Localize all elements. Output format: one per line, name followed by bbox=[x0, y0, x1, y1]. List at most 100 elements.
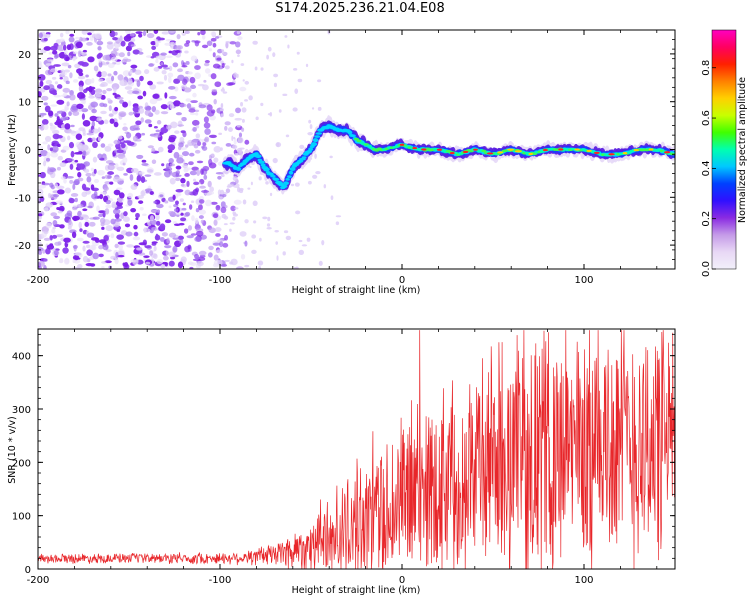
spectrogram-noise-speckle bbox=[269, 192, 273, 197]
spectrogram-noise-speckle bbox=[218, 132, 223, 136]
spectrogram-noise-speckle bbox=[192, 178, 197, 182]
spectrogram-noise-speckle bbox=[126, 141, 135, 146]
spectrogram-noise-speckle bbox=[90, 237, 99, 241]
spectrogram-noise-speckle bbox=[66, 44, 72, 51]
spectrogram-noise-speckle bbox=[86, 244, 91, 249]
colorbar-tick-label: 0.4 bbox=[701, 160, 712, 176]
snr-y-tick-label: 200 bbox=[12, 458, 31, 469]
spectrogram-noise-speckle bbox=[225, 41, 229, 49]
spectrogram-noise-speckle bbox=[62, 44, 67, 51]
spectrogram-noise-speckle bbox=[135, 258, 139, 263]
spectrogram-noise-speckle bbox=[197, 32, 201, 36]
spectrogram-noise-speckle bbox=[90, 101, 99, 108]
spectrogram-noise-speckle bbox=[74, 159, 79, 163]
colorbar-tick-label: 0.8 bbox=[701, 60, 712, 76]
spectrogram-noise-speckle bbox=[157, 146, 164, 153]
spectrogram-noise-speckle bbox=[223, 51, 228, 56]
spectrogram-noise-speckle bbox=[107, 175, 112, 179]
spectrogram-noise-speckle bbox=[106, 97, 111, 101]
spectrogram-noise-speckle bbox=[204, 59, 210, 64]
spectrogram-noise-speckle bbox=[262, 216, 268, 220]
spectrogram-noise-speckle bbox=[290, 183, 295, 187]
spectrogram-noise-speckle bbox=[284, 35, 288, 38]
spectrogram-noise-speckle bbox=[153, 132, 160, 136]
spectrogram-y-tick-label: -20 bbox=[15, 241, 31, 252]
spectrogram-noise-speckle bbox=[122, 216, 130, 223]
spectrogram-noise-speckle bbox=[168, 205, 172, 209]
spectrogram-ridge-cell bbox=[350, 134, 356, 138]
spectrogram-noise-speckle bbox=[241, 118, 245, 123]
spectrogram-noise-speckle bbox=[42, 141, 48, 145]
spectrogram-ridge-cell bbox=[312, 138, 319, 143]
spectrogram-noise-speckle bbox=[237, 54, 240, 57]
spectrogram-noise-speckle bbox=[46, 152, 51, 158]
spectrogram-noise-speckle bbox=[168, 85, 176, 90]
spectrogram-ridge-cell bbox=[258, 160, 265, 164]
spectrogram-noise-speckle bbox=[234, 153, 239, 156]
spectrogram-ridge-peak bbox=[586, 149, 592, 152]
chart-title: S174.2025.236.21.04.E08 bbox=[275, 1, 445, 16]
spectrogram-noise-speckle bbox=[159, 223, 166, 231]
spectrogram-noise-speckle bbox=[146, 32, 155, 39]
spectrogram-noise-speckle bbox=[153, 126, 158, 129]
spectrogram-noise-speckle bbox=[298, 249, 305, 256]
spectrogram-noise-speckle bbox=[272, 157, 278, 164]
spectrogram-noise-speckle bbox=[161, 70, 167, 75]
spectrogram-noise-speckle bbox=[127, 77, 133, 85]
spectrogram-noise-speckle bbox=[38, 60, 42, 66]
spectrogram-noise-speckle bbox=[39, 112, 47, 116]
spectrogram-noise-speckle bbox=[110, 50, 118, 57]
spectrogram-noise-speckle bbox=[161, 197, 166, 203]
spectrogram-x-tick-label: 0 bbox=[399, 275, 405, 286]
spectrogram-noise-speckle bbox=[220, 113, 224, 118]
spectrogram-noise-speckle bbox=[81, 113, 85, 120]
spectrogram-noise-speckle bbox=[156, 203, 164, 209]
spectrogram-ridge-peak bbox=[497, 151, 504, 154]
spectrogram-ridge-cell bbox=[260, 163, 266, 167]
spectrogram-noise-speckle bbox=[44, 135, 52, 143]
spectrogram-noise-speckle bbox=[215, 171, 224, 175]
colorbar-frame bbox=[711, 29, 737, 270]
spectrogram-noise-speckle bbox=[59, 32, 64, 38]
spectrogram-ridge-cell bbox=[301, 156, 307, 159]
spectrogram-noise-speckle bbox=[66, 101, 70, 107]
spectrogram-noise-speckle bbox=[210, 37, 217, 42]
spectrogram-noise-speckle bbox=[275, 142, 282, 148]
spectrogram-noise-speckle bbox=[124, 86, 133, 90]
spectrogram-noise-speckle bbox=[136, 175, 142, 182]
spectrogram-noise-speckle bbox=[77, 163, 86, 170]
spectrogram-noise-speckle bbox=[100, 94, 106, 100]
spectrogram-noise-speckle bbox=[266, 54, 269, 60]
spectrogram-noise-speckle bbox=[225, 188, 231, 194]
spectrogram-noise-speckle bbox=[43, 37, 48, 42]
spectrogram-noise-speckle bbox=[137, 195, 144, 199]
spectrogram-noise-speckle bbox=[38, 74, 46, 81]
spectrogram-noise-speckle bbox=[104, 145, 112, 152]
snr-x-tick-label: 100 bbox=[574, 575, 593, 586]
spectrogram-noise-speckle bbox=[244, 80, 250, 85]
spectrogram-noise-speckle bbox=[109, 118, 115, 124]
spectrogram-noise-speckle bbox=[148, 123, 153, 128]
spectrogram-noise-speckle bbox=[309, 124, 313, 130]
spectrogram-noise-speckle bbox=[175, 212, 182, 215]
spectrogram-noise-speckle bbox=[119, 35, 123, 43]
spectrogram-noise-speckle bbox=[231, 59, 234, 64]
spectrogram-noise-speckle bbox=[77, 75, 86, 80]
spectrogram-noise-speckle bbox=[257, 260, 264, 266]
spectrogram-noise-speckle bbox=[220, 147, 223, 151]
spectrogram-noise-speckle bbox=[128, 111, 134, 116]
spectrogram-noise-speckle bbox=[180, 177, 186, 184]
spectrogram-noise-speckle bbox=[101, 70, 108, 78]
spectrogram-noise-speckle bbox=[175, 177, 181, 182]
spectrogram-ridge-core bbox=[540, 150, 546, 153]
spectrogram-noise-speckle bbox=[292, 107, 298, 112]
spectrogram-noise-speckle bbox=[193, 181, 200, 186]
spectrogram-noise-speckle bbox=[198, 204, 203, 211]
spectrogram-noise-speckle bbox=[301, 244, 308, 247]
spectrogram-noise-speckle bbox=[96, 117, 103, 122]
spectrogram-noise-speckle bbox=[206, 110, 215, 117]
spectrogram-noise-speckle bbox=[98, 213, 104, 218]
spectrogram-noise-speckle bbox=[113, 121, 119, 128]
spectrogram-noise-speckle bbox=[234, 207, 239, 210]
spectrogram-noise-speckle bbox=[204, 128, 211, 135]
